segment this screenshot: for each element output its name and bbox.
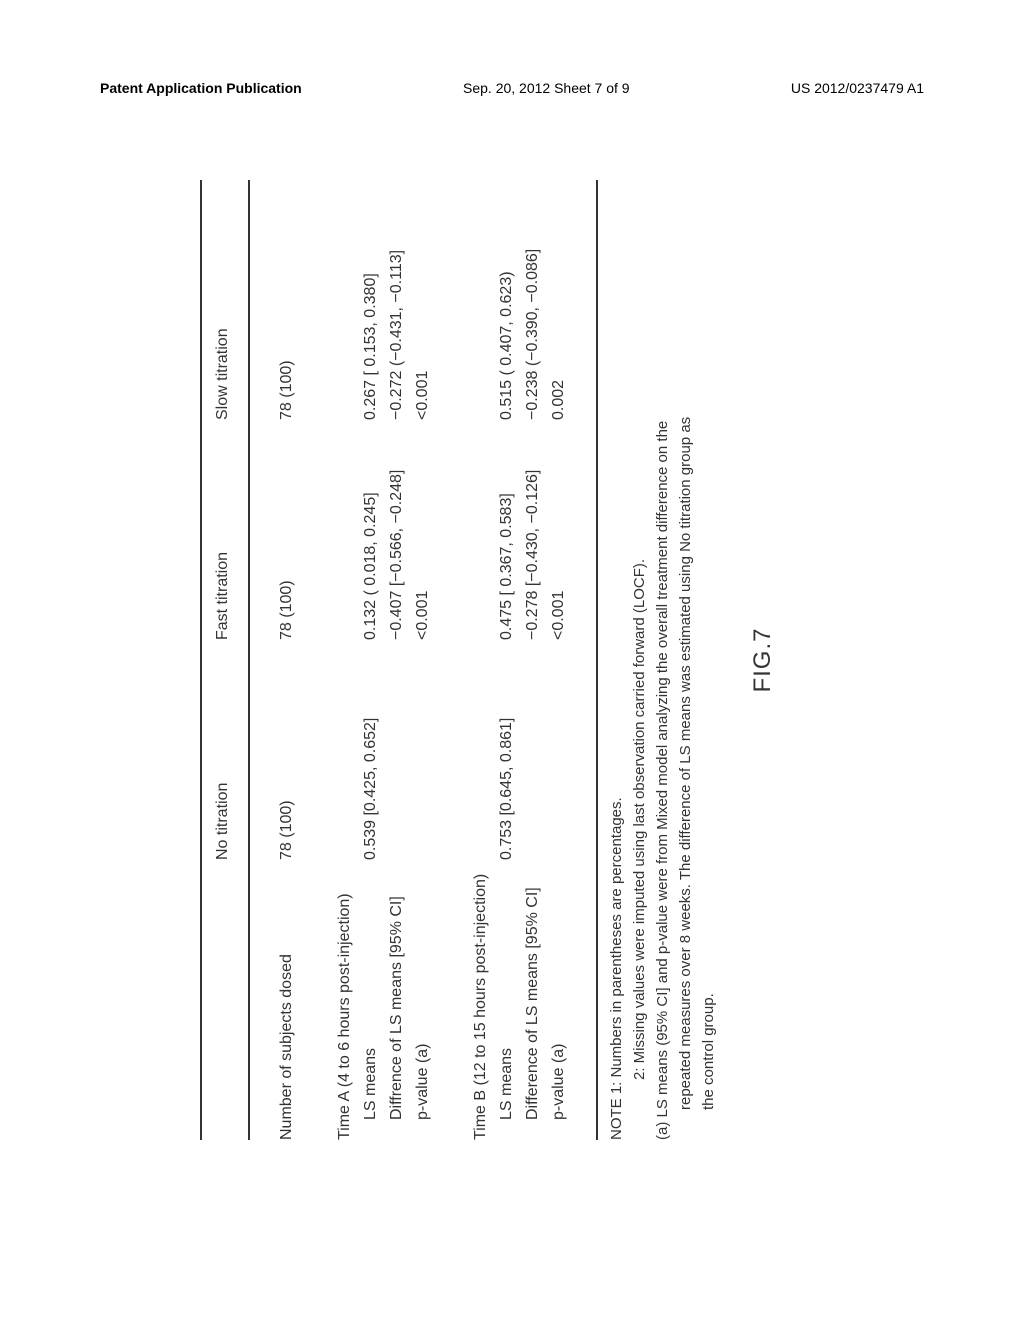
- col-header-no-titration: No titration: [214, 640, 236, 860]
- timeB-p-1: [550, 640, 568, 860]
- note-a-3: the control group.: [698, 180, 719, 1140]
- timeA-diff-label: Diffrence of LS means [95% CI]: [388, 860, 406, 1140]
- header-right: US 2012/0237479 A1: [791, 80, 924, 96]
- mid-rule-1: [248, 180, 250, 1140]
- timeB-diff-3: −0.238 (−0.390, −0.086]: [524, 200, 542, 420]
- timeB-ls-2: 0.475 [ 0.367, 0.583]: [498, 420, 516, 640]
- data-table: No titration Fast titration Slow titrati…: [200, 180, 777, 1140]
- timeB-diff-row: Difference of LS means [95% CI] −0.278 […: [520, 180, 546, 1140]
- note-a-2: repeated measures over 8 weeks. The diff…: [675, 180, 696, 1140]
- timeA-ls-1: 0.539 [0.425, 0.652]: [362, 640, 380, 860]
- subjects-label: Number of subjects dosed: [278, 860, 296, 1140]
- timeA-p-3: <0.001: [414, 200, 432, 420]
- col-header-slow-titration: Slow titration: [214, 200, 236, 420]
- subjects-col3: 78 (100): [278, 200, 296, 420]
- timeB-diff-1: [524, 640, 542, 860]
- timeA-diff-1: [388, 640, 406, 860]
- timeA-diff-3: −0.272 (−0.431, −0.113]: [388, 200, 406, 420]
- timeB-header: Time B (12 to 15 hours post-injection): [472, 860, 490, 1140]
- header-center: Sep. 20, 2012 Sheet 7 of 9: [463, 80, 630, 96]
- page-header: Patent Application Publication Sep. 20, …: [0, 80, 1024, 96]
- timeB-ls-row: LS means 0.753 [0.645, 0.861] 0.475 [ 0.…: [494, 180, 520, 1140]
- timeB-p-row: p-value (a) <0.001 0.002: [546, 180, 572, 1140]
- col-header-fast-titration: Fast titration: [214, 420, 236, 640]
- col2-line1: Fast titration: [214, 552, 231, 640]
- rotated-content: No titration Fast titration Slow titrati…: [20, 360, 980, 960]
- note-2: 2: Missing values were imputed using las…: [629, 180, 650, 1140]
- timeA-ls-2: 0.132 ( 0.018, 0.245]: [362, 420, 380, 640]
- timeA-ls-3: 0.267 [ 0.153, 0.380]: [362, 200, 380, 420]
- timeA-header: Time A (4 to 6 hours post-injection): [336, 860, 354, 1140]
- subjects-col1: 78 (100): [278, 640, 296, 860]
- header-row: No titration Fast titration Slow titrati…: [210, 180, 240, 1140]
- timeA-ls-row: LS means 0.539 [0.425, 0.652] 0.132 ( 0.…: [358, 180, 384, 1140]
- timeB-ls-3: 0.515 ( 0.407, 0.623): [498, 200, 516, 420]
- header-left: Patent Application Publication: [100, 80, 302, 96]
- timeA-p-label: p-value (a): [414, 860, 432, 1140]
- note-a-1: (a) LS means (95% CI] and p-value were f…: [652, 180, 673, 1140]
- figure-label: FIG.7: [749, 180, 777, 1140]
- col3-line1: Slow titration: [214, 328, 231, 420]
- bottom-rule: [596, 180, 598, 1140]
- col-header-empty: [214, 860, 236, 1140]
- timeA-diff-2: −0.407 [−0.566, −0.248]: [388, 420, 406, 640]
- timeB-ls-1: 0.753 [0.645, 0.861]: [498, 640, 516, 860]
- note-1: NOTE 1: Numbers in parentheses are perce…: [606, 180, 627, 1140]
- timeA-header-row: Time A (4 to 6 hours post-injection): [332, 180, 358, 1140]
- timeA-ls-label: LS means: [362, 860, 380, 1140]
- timeB-diff-2: −0.278 [−0.430, −0.126]: [524, 420, 542, 640]
- subjects-row: Number of subjects dosed 78 (100) 78 (10…: [274, 180, 300, 1140]
- timeA-p-row: p-value (a) <0.001 <0.001: [410, 180, 436, 1140]
- timeB-p-label: p-value (a): [550, 860, 568, 1140]
- timeB-p-3: 0.002: [550, 200, 568, 420]
- timeB-header-row: Time B (12 to 15 hours post-injection): [468, 180, 494, 1140]
- timeB-ls-label: LS means: [498, 860, 516, 1140]
- col1-line1: No titration: [214, 783, 231, 860]
- timeA-p-2: <0.001: [414, 420, 432, 640]
- notes-section: NOTE 1: Numbers in parentheses are perce…: [606, 180, 719, 1140]
- timeB-diff-label: Difference of LS means [95% CI]: [524, 860, 542, 1140]
- timeA-diff-row: Diffrence of LS means [95% CI] −0.407 [−…: [384, 180, 410, 1140]
- timeA-p-1: [414, 640, 432, 860]
- subjects-col2: 78 (100): [278, 420, 296, 640]
- timeB-p-2: <0.001: [550, 420, 568, 640]
- top-rule: [200, 180, 202, 1140]
